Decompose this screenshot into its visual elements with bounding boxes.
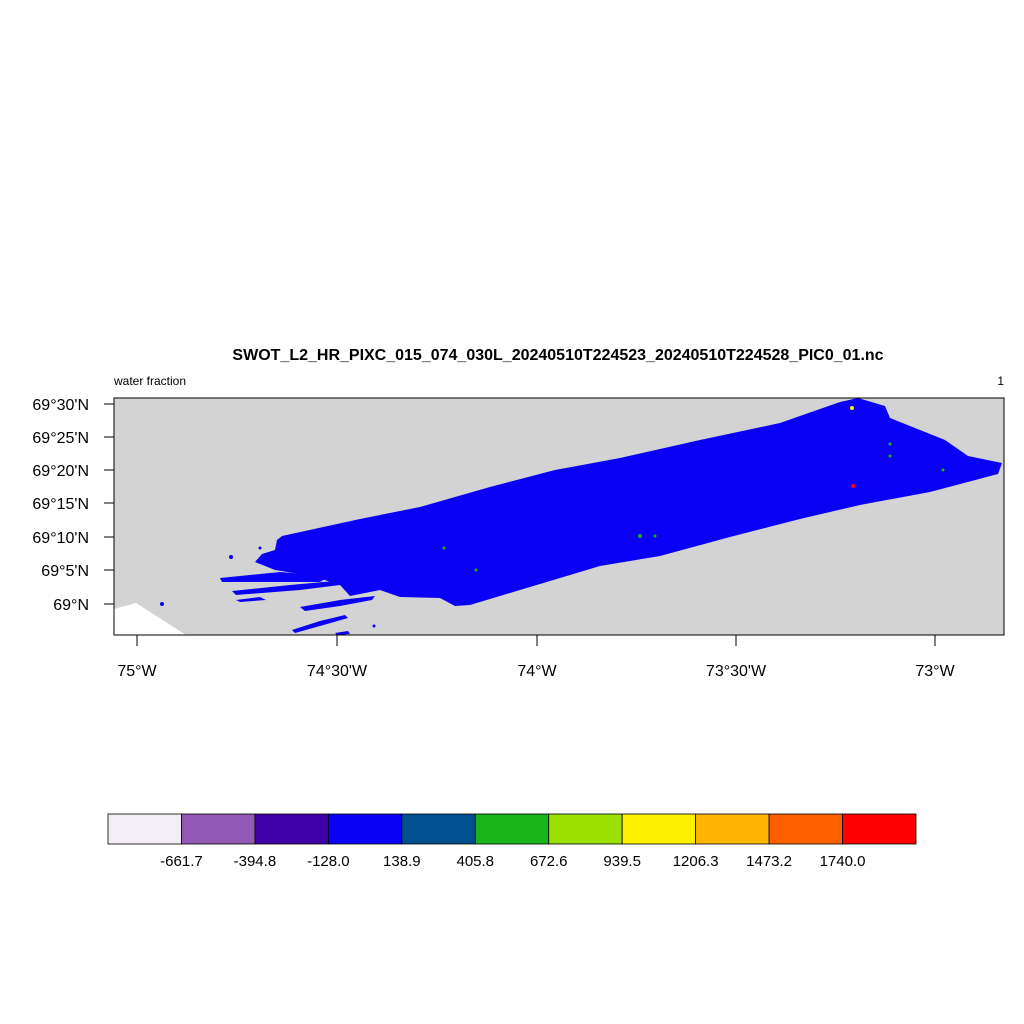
colorbar-label: 405.8: [456, 853, 494, 870]
swath: [160, 398, 1002, 635]
x-tick-label: 74°30'W: [307, 663, 368, 680]
x-axis: 75°W 74°30'W 74°W 73°30'W 73°W: [117, 635, 956, 680]
swath-strip-1: [220, 572, 330, 582]
colorbar-swatch: [621, 813, 697, 845]
colorbar-swatch: [254, 813, 329, 845]
colorbar-swatch: [327, 813, 403, 845]
y-tick-label: 69°20'N: [32, 463, 89, 480]
y-tick-label: 69°10'N: [32, 530, 89, 547]
y-axis: 69°30'N 69°25'N 69°20'N 69°15'N 69°10'N 69°5'…: [32, 397, 114, 614]
swath-point: [888, 442, 892, 446]
variable-label: water fraction: [113, 374, 186, 388]
y-tick-label: 69°5'N: [41, 563, 89, 580]
colorbar-label: 939.5: [603, 853, 641, 870]
plot-frame: [113, 397, 1005, 636]
swath-point: [638, 534, 642, 538]
units-label: 1: [997, 374, 1004, 388]
swath-strip-5: [292, 615, 348, 633]
swath-point: [372, 624, 376, 628]
colorbar-label: 1740.0: [820, 853, 866, 870]
swath-point: [888, 454, 892, 458]
colorbar: -661.7 -394.8 -128.0 138.9 405.8 672.6 939.5 12…: [107, 813, 917, 870]
colorbar-label: 138.9: [383, 853, 421, 870]
swath-point: [229, 555, 233, 559]
swath-strip-3: [236, 597, 266, 602]
x-tick-label: 73°W: [915, 663, 955, 680]
swath-strip-4: [300, 596, 375, 611]
swath-point: [160, 602, 164, 606]
colorbar-swatch: [107, 813, 182, 845]
y-tick-label: 69°25'N: [32, 430, 89, 447]
swath-point: [653, 534, 657, 538]
swath-body: [255, 398, 1002, 606]
map-panel: [113, 397, 1005, 636]
chart-title: SWOT_L2_HR_PIXC_015_074_030L_20240510T22…: [232, 347, 883, 364]
swath-point: [941, 468, 945, 472]
swath-point: [851, 484, 855, 488]
swath-strip-2: [232, 580, 348, 595]
colorbar-label: 672.6: [530, 853, 568, 870]
colorbar-swatch: [548, 813, 623, 845]
y-tick-label: 69°15'N: [32, 496, 89, 513]
colorbar-swatch: [842, 813, 917, 845]
y-tick-label: 69°30'N: [32, 397, 89, 414]
x-tick-label: 74°W: [517, 663, 557, 680]
colorbar-label: -661.7: [160, 853, 203, 870]
colorbar-label: -394.8: [234, 853, 277, 870]
y-tick-label: 69°N: [53, 597, 89, 614]
colorbar-swatch: [768, 813, 843, 845]
swath-point: [850, 406, 854, 410]
colorbar-swatch: [401, 813, 476, 845]
swath-strip-6: [335, 631, 350, 635]
colorbar-swatch: [181, 813, 256, 845]
colorbar-swatch: [695, 813, 770, 845]
swath-point: [474, 568, 478, 572]
swath-point: [258, 546, 262, 550]
swath-point: [442, 546, 446, 550]
x-tick-label: 75°W: [117, 663, 157, 680]
x-tick-label: 73°30'W: [706, 663, 767, 680]
colorbar-label: -128.0: [307, 853, 350, 870]
sea-area: [114, 603, 186, 635]
colorbar-label: 1206.3: [673, 853, 719, 870]
colorbar-label: 1473.2: [746, 853, 792, 870]
colorbar-swatch: [474, 813, 550, 845]
